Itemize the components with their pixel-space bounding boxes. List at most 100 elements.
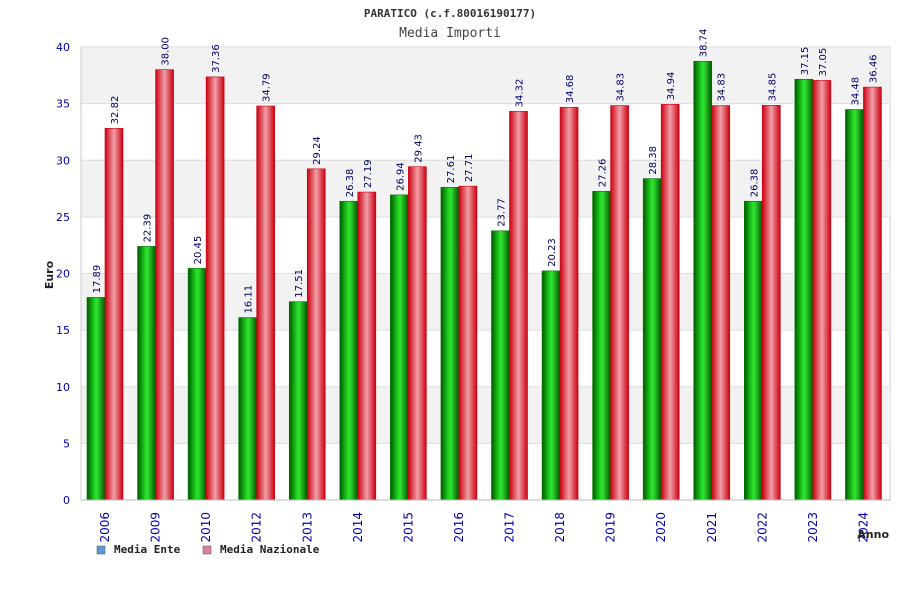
- x-axis-label: Anno: [857, 528, 889, 541]
- data-label: 34.83: [616, 73, 627, 102]
- y-tick-label: 5: [63, 437, 70, 450]
- bar-media-ente-2021: [693, 60, 713, 501]
- y-tick-label: 40: [56, 41, 70, 54]
- data-label: 17.89: [92, 265, 103, 294]
- data-label: 17.51: [294, 269, 305, 298]
- y-tick-label: 20: [56, 268, 70, 281]
- legend: Media Ente Media Nazionale: [96, 543, 320, 556]
- bar-media-ente-2009: [137, 246, 156, 501]
- data-label: 34.32: [515, 79, 526, 108]
- bar-media-nazionale-2009: [155, 69, 174, 501]
- data-label: 34.48: [850, 77, 861, 106]
- x-tick-label: 2021: [705, 512, 719, 543]
- bar-media-nazionale-2021: [711, 105, 731, 501]
- data-label: 26.94: [395, 162, 406, 191]
- bar-media-nazionale-2017: [509, 111, 528, 501]
- legend-entry: Media Nazionale: [220, 543, 320, 556]
- data-label: 37.05: [818, 48, 829, 77]
- bar-media-ente-2024: [845, 109, 864, 501]
- bar-media-nazionale-2006: [104, 128, 124, 501]
- bar-media-ente-2018: [541, 270, 561, 501]
- data-label: 34.79: [262, 73, 273, 102]
- bar-media-ente-2022: [744, 200, 763, 501]
- y-axis-label: Euro: [43, 260, 56, 289]
- data-label: 27.61: [446, 155, 457, 184]
- bar-media-ente-2013: [288, 301, 308, 501]
- bar-media-ente-2010: [187, 268, 207, 501]
- bar-media-ente-2006: [86, 297, 106, 501]
- data-label: 27.19: [363, 159, 374, 188]
- bar-media-ente-2017: [491, 230, 510, 501]
- data-label: 26.38: [749, 169, 760, 198]
- x-axis: 2006 2009 2010 2012 2013 2014 2015 2016 2017 2018…: [81, 499, 890, 543]
- y-tick-label: 15: [56, 324, 70, 337]
- y-tick-label: 10: [56, 381, 70, 394]
- bar-media-nazionale-2012: [256, 105, 275, 501]
- data-label: 29.24: [312, 136, 323, 165]
- x-tick-label: 2024: [856, 512, 870, 543]
- x-tick-label: 2013: [300, 512, 314, 543]
- bars-layer: [86, 60, 882, 501]
- y-tick-label: 35: [56, 98, 70, 111]
- data-label: 22.39: [143, 214, 154, 243]
- bar-media-nazionale-2019: [610, 105, 629, 501]
- y-tick-label: 25: [56, 211, 70, 224]
- y-axis: 0 5 10 15 20 25 30 35 40: [56, 41, 82, 507]
- bar-media-nazionale-2013: [306, 168, 326, 501]
- data-label: 34.83: [717, 73, 728, 102]
- x-tick-label: 2023: [806, 512, 820, 543]
- bar-media-ente-2014: [339, 200, 359, 501]
- data-label: 37.15: [800, 47, 811, 76]
- legend-swatch: [96, 545, 106, 555]
- legend-swatch: [202, 545, 212, 555]
- data-label: 20.45: [193, 236, 204, 265]
- data-label: 16.11: [244, 285, 255, 314]
- chart-subtitle: Media Importi: [399, 26, 501, 41]
- bar-media-nazionale-2010: [205, 76, 225, 501]
- bar-media-ente-2020: [642, 178, 662, 501]
- bar-media-nazionale-2015: [408, 166, 427, 501]
- data-label: 32.82: [110, 96, 121, 125]
- bar-media-nazionale-2016: [458, 185, 478, 501]
- bar-media-nazionale-2022: [762, 105, 781, 501]
- bar-media-nazionale-2014: [357, 191, 377, 501]
- data-labels-layer: 17.89 32.82 22.39 38.00 20.45 37.36 16.11 34.79…: [92, 29, 879, 314]
- data-label: 20.23: [547, 238, 558, 267]
- bar-media-nazionale-2018: [559, 106, 579, 501]
- x-tick-label: 2019: [604, 512, 618, 543]
- x-tick-label: 2016: [452, 512, 466, 543]
- bar-media-ente-2019: [592, 190, 611, 501]
- data-label: 36.46: [868, 54, 879, 83]
- x-tick-label: 2018: [553, 512, 567, 543]
- data-label: 38.74: [699, 29, 710, 58]
- bar-media-ente-2012: [238, 317, 257, 501]
- data-label: 27.26: [598, 159, 609, 188]
- chart-title: PARATICO (c.f.80016190177): [364, 7, 536, 20]
- bar-media-nazionale-2023: [812, 80, 832, 501]
- bar-media-nazionale-2024: [863, 86, 882, 501]
- bar-media-ente-2023: [794, 78, 814, 501]
- data-label: 27.71: [464, 154, 475, 183]
- x-tick-label: 2006: [98, 512, 112, 543]
- x-tick-label: 2022: [755, 512, 769, 543]
- data-label: 37.36: [211, 44, 222, 73]
- x-tick-label: 2017: [503, 512, 517, 543]
- data-label: 34.94: [666, 72, 677, 101]
- data-label: 34.85: [767, 73, 778, 102]
- x-tick-label: 2012: [250, 512, 264, 543]
- x-tick-label: 2009: [149, 512, 163, 543]
- y-tick-label: 30: [56, 154, 70, 167]
- data-label: 23.77: [497, 198, 508, 227]
- x-tick-label: 2014: [351, 512, 365, 543]
- data-label: 38.00: [161, 37, 172, 66]
- data-label: 26.38: [345, 169, 356, 198]
- data-label: 28.38: [648, 146, 659, 175]
- legend-entry: Media Ente: [114, 543, 181, 556]
- x-tick-label: 2015: [401, 512, 415, 543]
- bar-media-nazionale-2020: [660, 104, 680, 501]
- x-tick-label: 2010: [199, 512, 213, 543]
- data-label: 34.68: [565, 75, 576, 104]
- y-tick-label: 0: [63, 494, 70, 507]
- data-label: 29.43: [413, 134, 424, 163]
